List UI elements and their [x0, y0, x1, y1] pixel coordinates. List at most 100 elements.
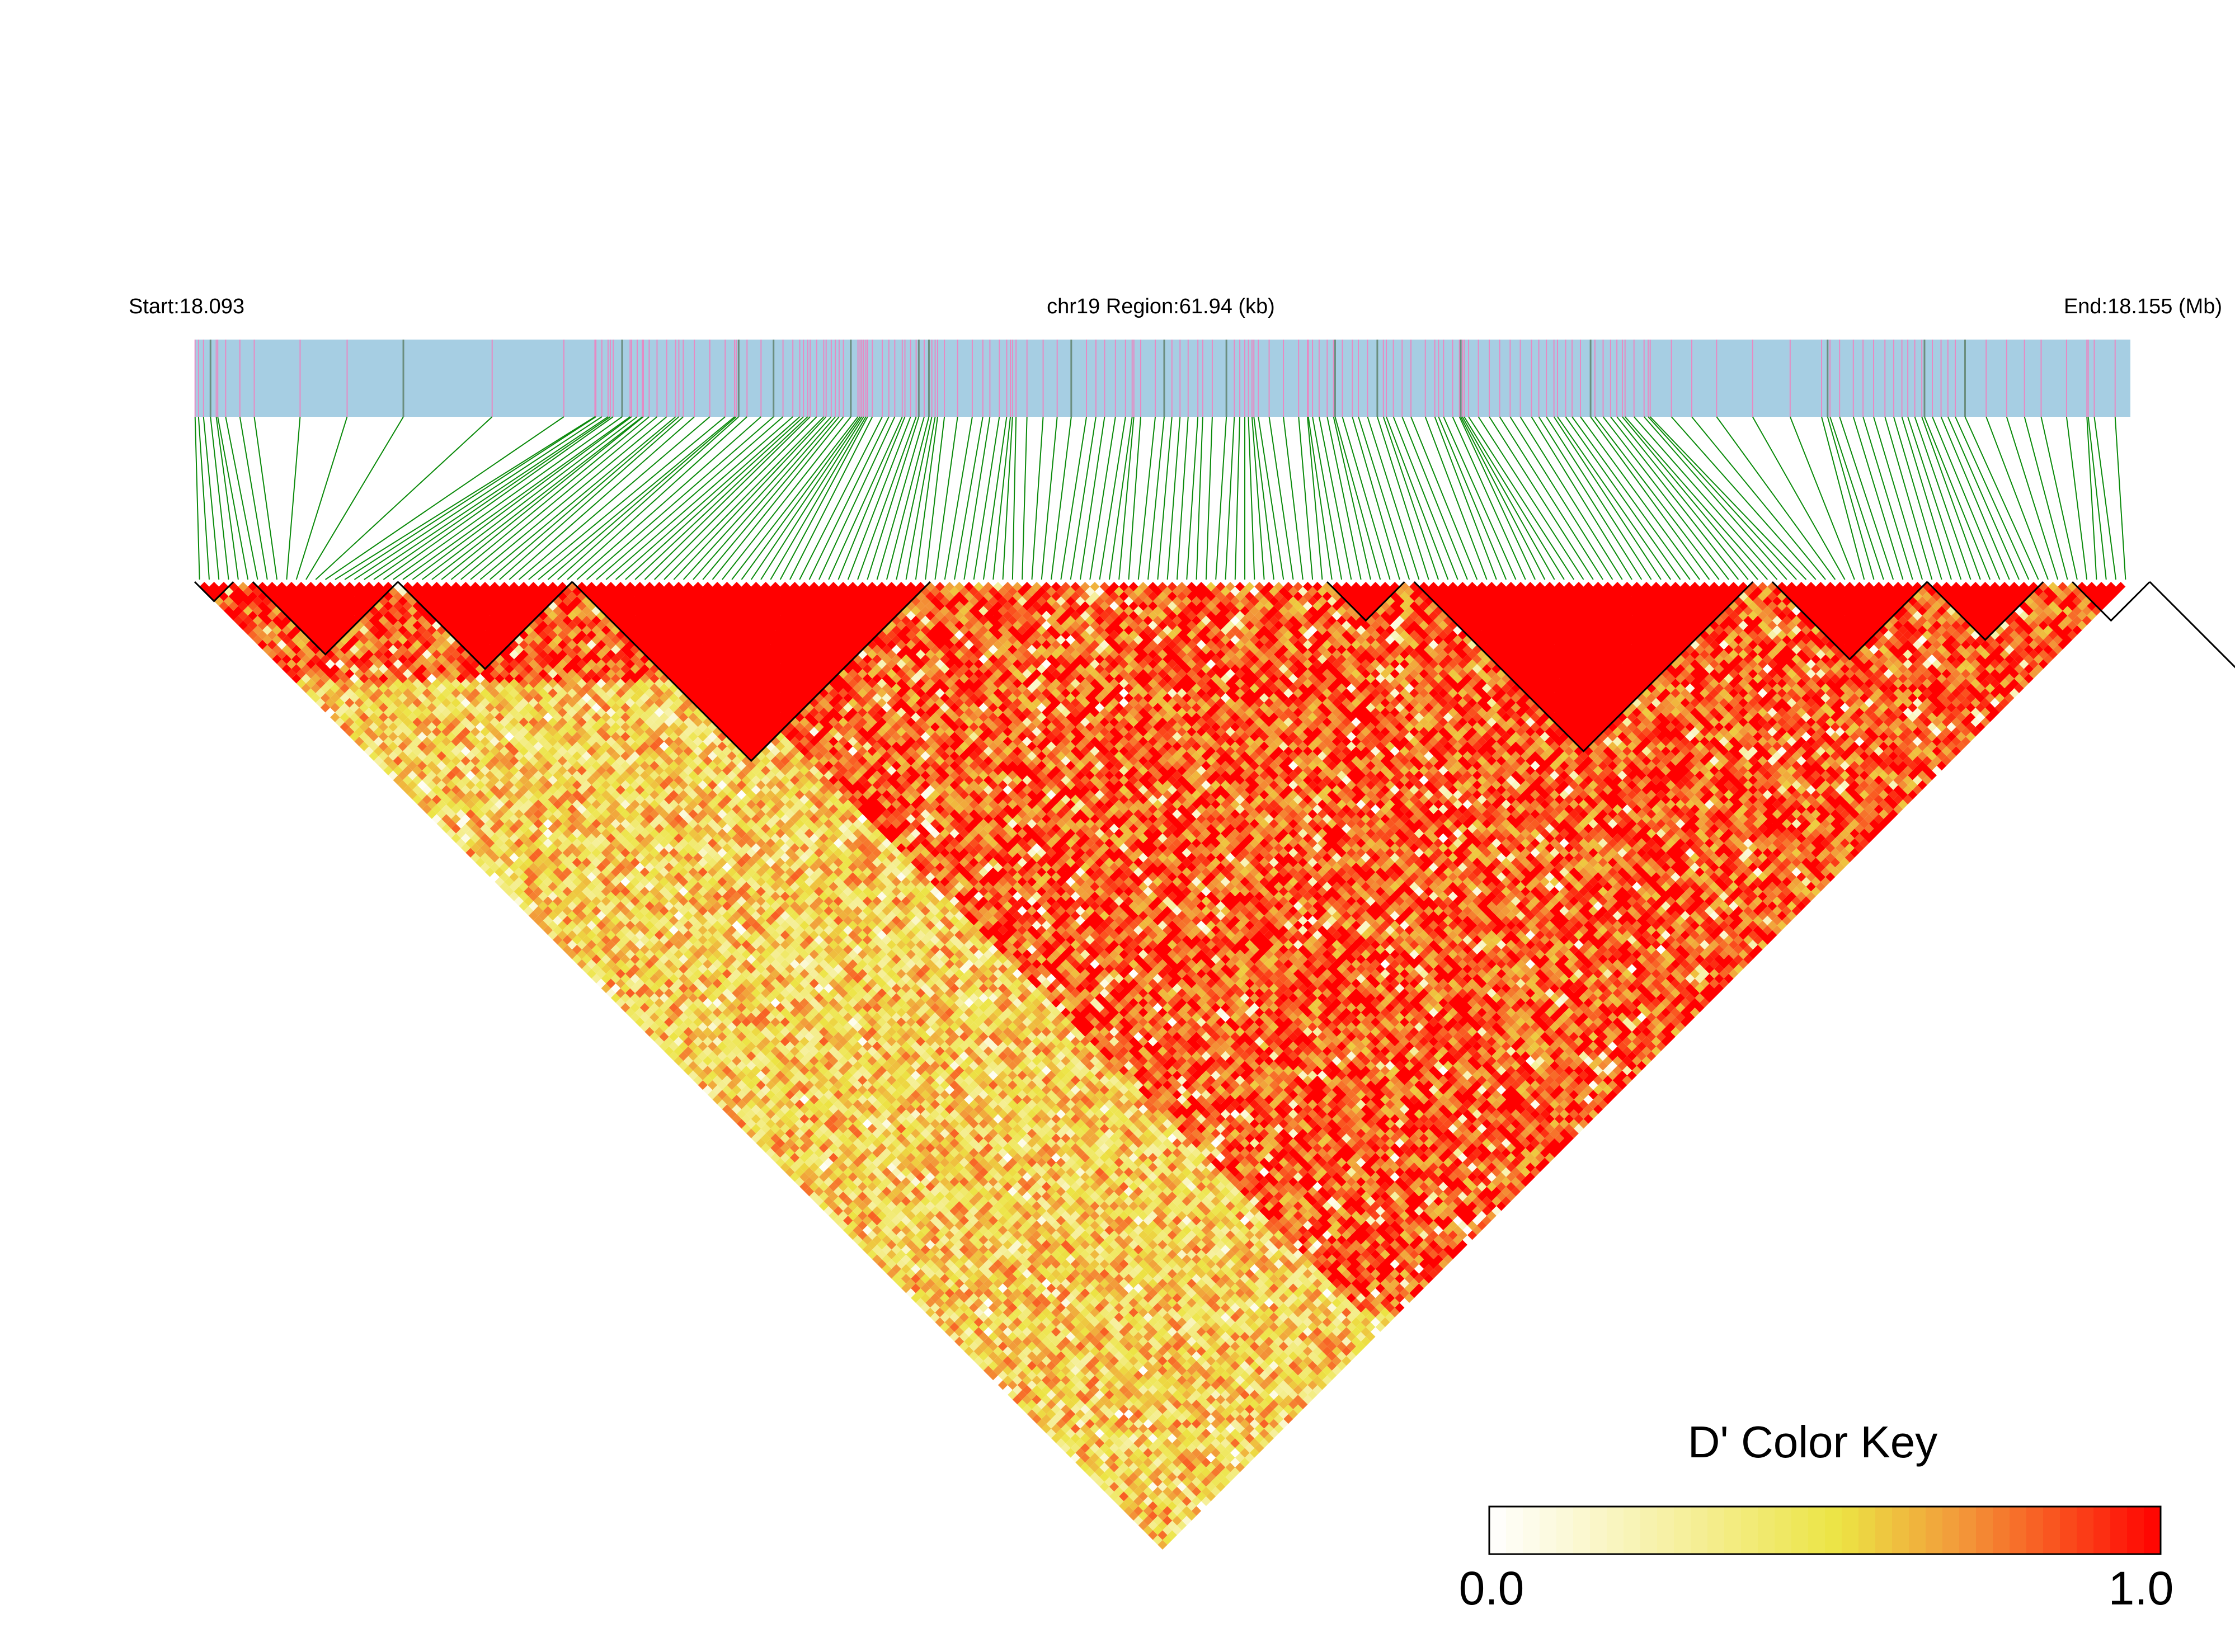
ld-cell	[639, 1003, 650, 1013]
ld-cell	[1051, 1356, 1061, 1366]
ld-cell	[625, 891, 636, 901]
ld-cell	[940, 1235, 950, 1245]
ld-cell	[698, 1061, 708, 1071]
ld-cell	[257, 620, 267, 630]
ld-cell	[644, 901, 655, 911]
ld-cell	[741, 1066, 751, 1076]
ld-cell	[664, 1017, 674, 1027]
ld-cell	[838, 1162, 848, 1173]
ld-cell	[969, 1302, 979, 1313]
ld-cell	[451, 814, 461, 824]
ld-cell	[1051, 1336, 1061, 1347]
ld-cell	[789, 1172, 800, 1182]
ld-cell	[354, 717, 364, 727]
ld-cell	[1172, 1477, 1182, 1487]
ld-cell	[591, 838, 601, 848]
ld-cell	[514, 896, 524, 906]
snp-connector-line	[1616, 416, 1749, 580]
ld-cell	[538, 794, 548, 804]
ld-cell	[320, 674, 331, 684]
ld-cell	[495, 770, 505, 780]
ld-cell	[422, 794, 432, 804]
start-label: Start:18.093	[129, 295, 244, 318]
ld-cell	[610, 886, 621, 897]
ld-cell	[872, 1254, 882, 1264]
ld-cell	[441, 746, 451, 756]
ld-cell	[838, 1211, 848, 1221]
ld-cell	[824, 1196, 834, 1206]
ld-cell	[1051, 1404, 1061, 1414]
ld-cell	[340, 654, 350, 665]
snp-connector-line	[1565, 416, 1681, 580]
ld-cell	[340, 664, 350, 674]
ld-cell	[398, 780, 408, 790]
ld-cell	[248, 601, 258, 611]
ld-cell	[519, 882, 529, 892]
ld-cell	[712, 1066, 722, 1076]
ld-cell	[886, 1230, 897, 1240]
ld-cell	[1172, 1486, 1182, 1496]
ld-cell	[683, 1037, 693, 1047]
ld-cell	[567, 891, 577, 901]
ld-cell	[906, 1220, 916, 1231]
ld-cell	[1104, 1380, 1114, 1390]
ld-cell	[431, 679, 442, 689]
ld-cell	[1123, 1467, 1134, 1477]
ld-cell	[838, 1220, 848, 1231]
ld-cell	[1061, 1346, 1071, 1356]
ld-cell	[712, 1008, 722, 1018]
snp-connector-line	[1060, 416, 1088, 580]
ld-cell	[509, 853, 519, 863]
ld-cell	[557, 833, 568, 844]
ld-cell	[359, 693, 369, 703]
ld-cell	[983, 1240, 994, 1250]
ld-cell	[838, 1191, 848, 1202]
ld-cell	[911, 1206, 921, 1216]
ld-cell	[688, 1003, 698, 1013]
snp-connector-line	[1002, 416, 1013, 580]
ld-cell	[562, 935, 572, 945]
ld-cell	[1114, 1486, 1124, 1496]
ld-cell	[911, 1196, 921, 1206]
ld-cell	[596, 978, 606, 989]
ld-cell	[412, 698, 422, 708]
ld-cell	[1003, 1317, 1013, 1328]
ld-cell	[252, 615, 263, 625]
ld-cell	[606, 901, 616, 911]
snp-connector-line	[1839, 416, 1894, 580]
ld-cell	[228, 582, 238, 592]
ld-cell	[330, 693, 340, 703]
ld-cell	[858, 1191, 868, 1202]
ld-cell	[1003, 1259, 1013, 1269]
ld-cell	[1008, 1390, 1018, 1400]
ld-cell	[238, 610, 248, 621]
snp-connector-line	[567, 416, 747, 580]
ld-cell	[543, 848, 553, 858]
ld-cell	[775, 1138, 785, 1149]
ld-cell	[688, 1032, 698, 1042]
ld-cell	[886, 1211, 897, 1221]
ld-cell	[1163, 1467, 1173, 1477]
ld-cell	[717, 983, 727, 994]
ld-cell	[562, 867, 572, 877]
ld-cell	[1051, 1414, 1061, 1424]
ld-cell	[364, 630, 374, 640]
ld-cell	[906, 1182, 916, 1192]
ld-cell	[809, 1056, 819, 1066]
ld-cell	[833, 1157, 844, 1168]
ld-cell	[456, 741, 466, 751]
ld-cell	[639, 1022, 650, 1032]
ld-cell	[1128, 1414, 1138, 1424]
ld-cell	[886, 1172, 897, 1182]
snp-connector-line	[673, 416, 827, 580]
ld-cell	[1017, 1399, 1027, 1410]
ld-cell	[736, 1041, 747, 1052]
ld-cell	[1003, 1278, 1013, 1288]
ld-cell	[1066, 1331, 1076, 1342]
ld-cell	[519, 794, 529, 804]
ld-cell	[528, 823, 539, 834]
ld-cell	[703, 1046, 713, 1056]
ld-cell	[1041, 1395, 1052, 1405]
ld-cell	[906, 1191, 916, 1202]
ld-cell	[374, 707, 384, 718]
